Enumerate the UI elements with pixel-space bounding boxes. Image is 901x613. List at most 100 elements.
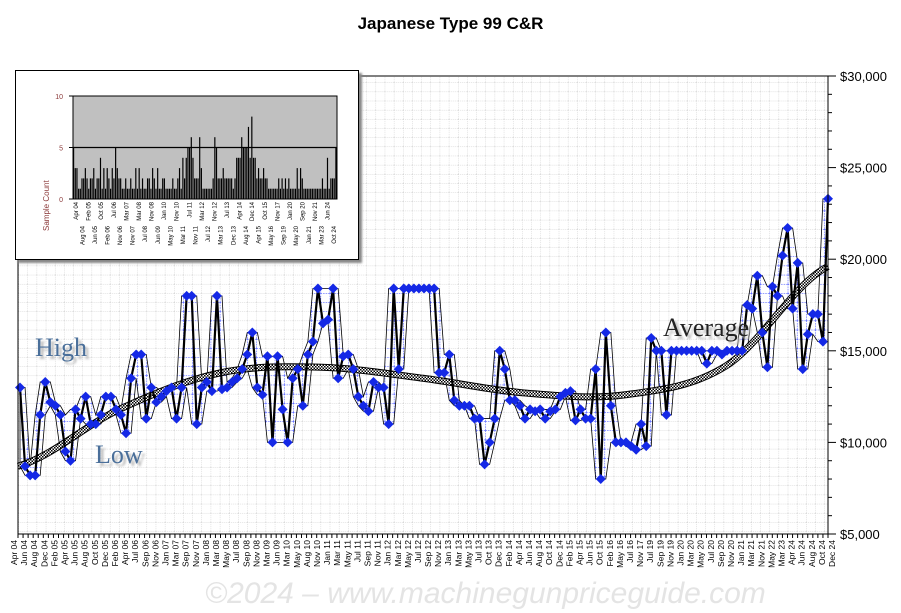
price-marker [787,303,798,314]
inset-bar [308,188,310,199]
price-marker [206,386,217,397]
price-marker [328,283,339,294]
y-tick-label: $30,000 [840,69,887,84]
price-marker [75,413,86,424]
inset-bar [283,188,285,199]
inset-bar [257,168,260,199]
price-marker [80,391,91,402]
price-marker [459,400,470,411]
price-marker [474,413,485,424]
price-marker [615,437,626,448]
inset-bar [254,157,256,199]
x-tick-label: Dec 14 [554,540,564,567]
x-tick-label: Nov 07 [191,540,201,567]
price-marker [85,419,96,430]
x-tick-label: Feb 15 [564,540,574,567]
inset-bar [236,157,238,199]
x-tick-label: Jul 06 [130,540,140,563]
inset-x-tick-label: Mar 11 [181,225,187,244]
inset-bar [128,188,130,199]
inset-bar [152,168,154,199]
inset-bar [318,188,320,199]
inset-bar [300,168,302,199]
price-marker [95,409,106,420]
y-tick-label: $10,000 [840,435,887,450]
inset-bar [99,157,102,199]
inset-bar [271,188,273,199]
x-tick-label: Oct 14 [544,540,554,565]
inset-x-tick-label: Mar 07 [124,201,130,220]
x-tick-label: Jan 20 [676,540,686,566]
inset-x-tick-label: Mar 08 [137,201,143,220]
x-tick-label: Nov 17 [635,540,645,567]
x-tick-label: Mar 08 [211,540,221,567]
inset-bar [242,147,245,199]
price-marker [247,327,258,338]
price-marker [802,329,813,340]
y-tick-label: $5,000 [840,527,880,542]
inset-bar [192,157,194,199]
inset-x-tick-label: Oct 05 [99,201,105,219]
inset-bar [109,188,112,199]
price-marker [777,250,788,261]
inset-bar [205,188,208,199]
inset-bar [325,188,327,199]
inset-bar [146,178,149,199]
inset-bar [315,188,317,199]
inset-bar [264,178,266,199]
price-marker [429,283,440,294]
x-tick-label: Jan 21 [736,540,746,566]
inset-bar [163,178,165,199]
x-tick-label: May 11 [342,540,352,568]
price-marker [196,382,207,393]
price-marker [479,459,490,470]
inset-x-tick-label: Sep 19 [282,225,288,245]
price-marker [287,373,298,384]
price-marker [297,400,308,411]
inset-bar [279,188,282,199]
price-marker [686,345,697,356]
price-marker [368,376,379,387]
inset-bar [183,178,186,199]
price-marker [343,349,354,360]
price-marker [40,376,51,387]
price-marker [277,404,288,415]
inset-bar [150,188,152,199]
inset-bar [155,188,157,199]
x-tick-label: Mar 21 [746,540,756,567]
x-tick-label: Jun 05 [70,540,80,566]
price-marker [484,437,495,448]
price-marker [509,395,520,406]
inset-bar [148,178,150,199]
inset-bar [284,178,287,199]
inset-bar [94,188,97,199]
price-marker [514,400,525,411]
inset-bar [131,188,134,199]
inset-bar [227,178,229,199]
inset-bar [190,137,192,199]
inset-bar [115,147,117,199]
x-tick-label: Jun 09 [272,540,282,566]
price-marker [590,364,601,375]
inset-bar [141,178,144,199]
inset-bar [153,178,155,199]
price-marker [464,400,475,411]
inset-x-tick-label: Oct 24 [332,225,338,243]
price-marker [722,345,732,356]
price-marker [257,389,268,400]
inset-bar [207,188,209,199]
inset-y-tick-label: 0 [59,197,63,204]
inset-x-tick-label: Apr 04 [74,201,80,219]
inset-bar [326,157,329,199]
inset-bar [331,178,334,199]
price-marker [398,283,409,294]
price-marker [222,382,233,393]
x-tick-label: Jul 11 [352,540,362,562]
inset-bar [88,188,90,199]
x-tick-label: Oct 24 [817,540,827,565]
inset-x-tick-label: Jan 21 [307,225,313,244]
price-marker [772,290,783,301]
x-tick-label: Mar 12 [393,540,403,567]
inset-bar [81,178,83,199]
x-tick-label: Jun 24 [797,540,807,566]
